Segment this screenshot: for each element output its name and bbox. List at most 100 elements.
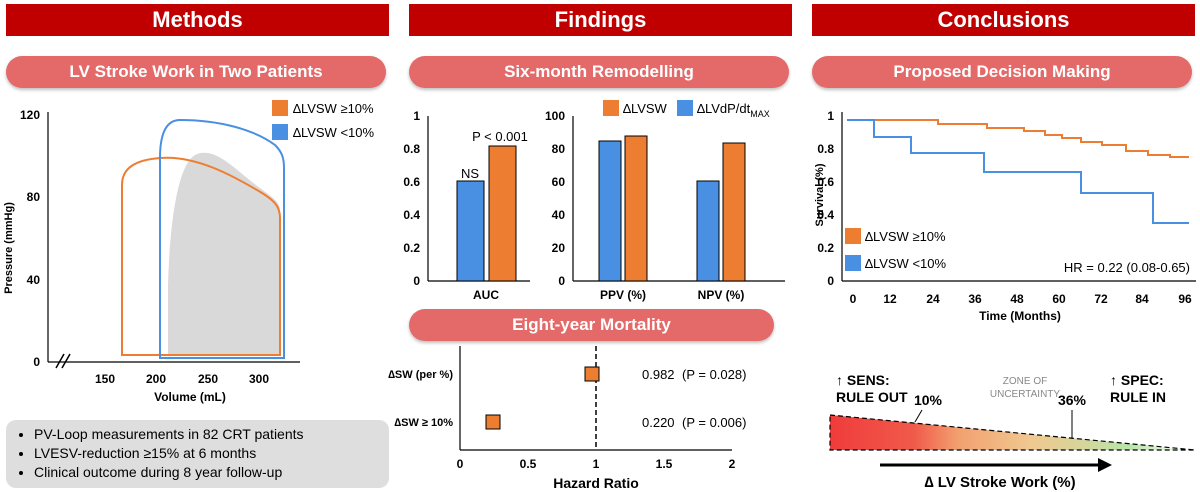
survival-legend-orange-swatch [845,228,861,244]
forest-row1-value: 0.982 [642,367,675,382]
survival-xtick: 12 [883,292,897,306]
legend-dpdt-swatch [677,100,693,116]
pv-xtick: 300 [249,372,269,386]
survival-ytick: 0.4 [817,208,834,222]
pv-ytick: 120 [20,108,40,122]
survival-curve-low [847,119,1189,224]
survival-ytick: 0 [827,274,834,288]
ppv-xlabel: PPV (%) [600,288,646,302]
forest-point-per-percent [584,366,600,382]
legend-lvsw-label: ∆LVSW [623,101,668,116]
forest-plot: ∆SW (per %) 0.982 (P = 0.028) ∆SW ≥ 10% … [388,346,746,491]
forest-xtick: 2 [729,457,736,471]
conclusions-header: Conclusions [812,4,1195,36]
bullet-item: PV-Loop measurements in 82 CRT patients [34,425,389,444]
axis-break-icon [55,353,71,369]
decision-scale: ↑ SENS: RULE OUT ↑ SPEC: RULE IN ZONE OF… [829,372,1196,491]
forest-xtick: 0 [457,457,464,471]
auc-xlabel: AUC [473,288,499,302]
mortality-pill: Eight-year Mortality [409,309,774,341]
forest-row2-label: ∆SW ≥ 10% [394,417,453,429]
pv-ytick: 0 [33,355,40,369]
survival-xtick: 36 [968,292,982,306]
ppv-ytick: 80 [552,142,566,156]
survival-xtick: 48 [1010,292,1024,306]
grey-loop [168,152,280,356]
survival-xtick: 60 [1052,292,1066,306]
orange-loop [121,156,281,356]
survival-xtick: 84 [1135,292,1149,306]
ppv-ytick: 40 [552,208,566,222]
ppv-ytick: 60 [552,175,566,189]
threshold-36: 36% [1058,392,1087,408]
survival-ytick: 0.8 [817,142,834,156]
methods-header: Methods [6,4,389,36]
auc-bar-lvsw [488,145,517,282]
npv-xlabel: NPV (%) [698,288,745,302]
bullet-item: LVESV-reduction ≥15% at 6 months [34,444,389,463]
forest-xtick: 1 [593,457,600,471]
pv-xtick: 250 [198,372,218,386]
legend-dpdt-sub: MAX [750,109,770,119]
gradient-wedge [829,414,1196,451]
survival-xlabel: Time (Months) [979,309,1061,323]
pv-xtick: 150 [95,372,115,386]
pv-ytick: 40 [27,273,41,287]
ppv-ytick: 100 [545,109,565,123]
spec-rule: RULE IN [1110,389,1166,405]
ppv-bar-dpdt [598,140,622,282]
legend-high-label: ∆LVSW ≥10% [293,101,374,116]
arrow-head-icon [1098,458,1112,472]
forest-xlabel: Hazard Ratio [553,475,639,491]
spec-title: ↑ SPEC: [1110,372,1164,388]
forest-xtick: 0.5 [520,457,537,471]
survival-legend-high: ∆LVSW ≥10% [865,229,946,244]
forest-row1-p: (P = 0.028) [682,367,746,382]
survival-ytick: 0.2 [817,241,834,255]
bullet-item: Clinical outcome during 8 year follow-up [34,463,389,482]
remodelling-pill: Six-month Remodelling [409,56,789,88]
forest-xtick: 1.5 [656,457,673,471]
stroke-work-pill: LV Stroke Work in Two Patients [6,56,386,88]
forest-point-threshold [485,414,501,430]
legend-lvsw-swatch [603,100,619,116]
survival-xtick: 0 [850,292,857,306]
sens-rule: RULE OUT [836,389,908,405]
blue-loop [159,118,285,359]
pv-xlabel: Volume (mL) [154,390,226,404]
auc-p-label: P < 0.001 [472,129,528,144]
survival-xtick: 72 [1094,292,1108,306]
survival-xtick: 96 [1178,292,1192,306]
pv-loop-chart: Pressure (mmHg) 120 80 40 0 150 200 250 … [3,100,374,404]
forest-row1-label: ∆SW (per %) [388,369,453,381]
npv-bar-dpdt [696,180,720,282]
forest-row2-p: (P = 0.006) [682,415,746,430]
forest-row2-value: 0.220 [642,415,675,430]
pv-ytick: 80 [27,190,41,204]
sens-title: ↑ SENS: [836,372,890,388]
auc-chart: 1 0.8 0.6 0.4 0.2 0 NS P < 0.001 AUC [403,109,530,302]
zone-line2: UNCERTAINTY [990,389,1061,400]
threshold-10: 10% [914,392,943,408]
threshold-10-tick [914,409,923,423]
findings-header: Findings [409,4,792,36]
hazard-ratio-text: HR = 0.22 (0.08-0.65) [1064,260,1190,275]
survival-curve-high [847,119,1189,158]
ppv-ytick: 0 [558,274,565,288]
pv-ylabel: Pressure (mmHg) [3,202,15,294]
legend-dpdt-label: ∆LVdP/dtMAX [697,101,770,119]
ppv-bar-lvsw [624,135,648,282]
legend-orange-swatch [272,100,288,116]
auc-ytick: 0.8 [403,142,420,156]
survival-legend-low: ∆LVSW <10% [865,256,946,271]
auc-bar-dpdt [456,180,485,282]
survival-legend-blue-swatch [845,255,861,271]
legend-blue-swatch [272,124,288,140]
survival-ylabel: Survival (%) [814,163,826,226]
legend-low-label: ∆LVSW <10% [293,125,374,140]
auc-ytick: 0.2 [403,241,420,255]
decision-pill: Proposed Decision Making [812,56,1192,88]
ppv-ytick: 20 [552,241,566,255]
survival-chart: Survival (%) 1 0.8 0.6 0.4 0.2 0 0 12 24… [814,109,1196,323]
study-info-box: PV-Loop measurements in 82 CRT patients … [6,420,389,488]
